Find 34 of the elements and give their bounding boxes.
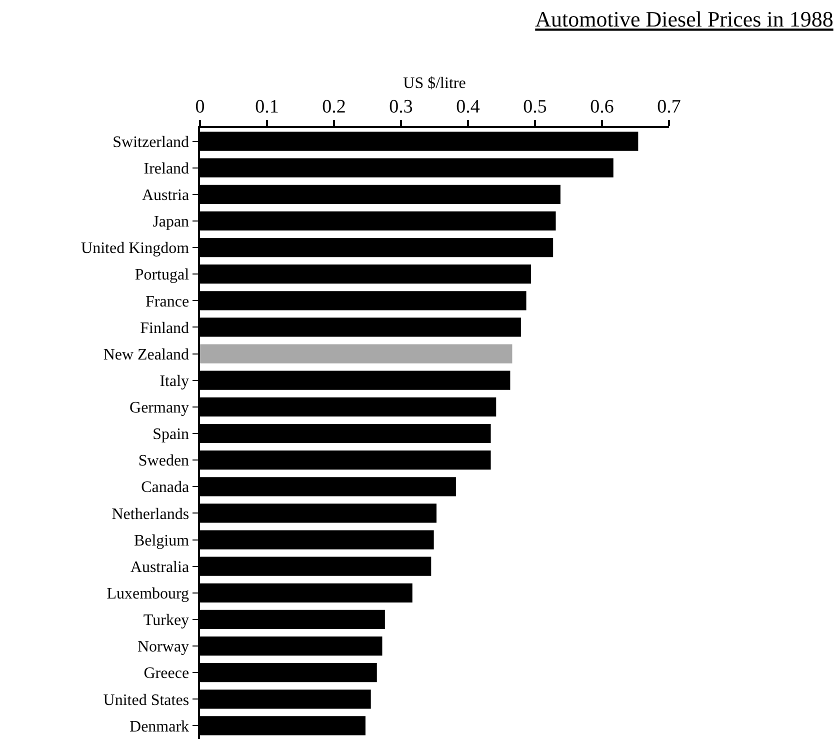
y-tick-label: Belgium — [134, 532, 190, 550]
y-tick-label: United Kingdom — [81, 240, 190, 258]
y-tick-label: Italy — [160, 372, 190, 390]
chart-title: Automotive Diesel Prices in 1988 — [535, 6, 834, 32]
y-tick-label: New Zealand — [103, 346, 190, 364]
y-tick-label: Sweden — [138, 452, 190, 470]
y-tick-label: Australia — [130, 558, 190, 576]
y-tick-label: Portugal — [134, 266, 190, 284]
x-tick-label: 0 — [195, 96, 205, 118]
x-tick-label: 0.5 — [523, 96, 547, 118]
x-tick-label: 0.4 — [456, 96, 480, 118]
x-tick-label: 0.1 — [255, 96, 279, 118]
y-tick-label: Netherlands — [112, 506, 190, 523]
y-tick-label: Germany — [130, 400, 190, 417]
y-tick-label: Turkey — [143, 612, 190, 630]
y-tick-label: United States — [103, 692, 190, 709]
y-tick-label: Denmark — [130, 718, 190, 736]
y-tick-label: Ireland — [144, 160, 190, 178]
x-tick-label: 0.2 — [322, 96, 346, 118]
y-tick-label: Luxembourg — [106, 585, 190, 602]
y-tick-label: Switzerland — [112, 134, 190, 151]
x-tick-label: 0.3 — [389, 96, 413, 118]
x-tick-label: 0.7 — [657, 96, 681, 118]
y-tick-label: Austria — [142, 187, 190, 204]
y-tick-label: France — [146, 293, 190, 310]
y-tick-label: Japan — [152, 214, 190, 231]
bar — [200, 344, 512, 364]
x-tick-label: 0.6 — [590, 96, 614, 118]
y-tick-label: Greece — [144, 665, 190, 682]
x-axis-title: US $/litre — [403, 74, 466, 92]
y-tick-label: Norway — [138, 638, 190, 656]
y-tick-label: Finland — [140, 320, 190, 337]
y-tick-label: Canada — [141, 479, 190, 496]
y-tick-label: Spain — [152, 426, 190, 444]
